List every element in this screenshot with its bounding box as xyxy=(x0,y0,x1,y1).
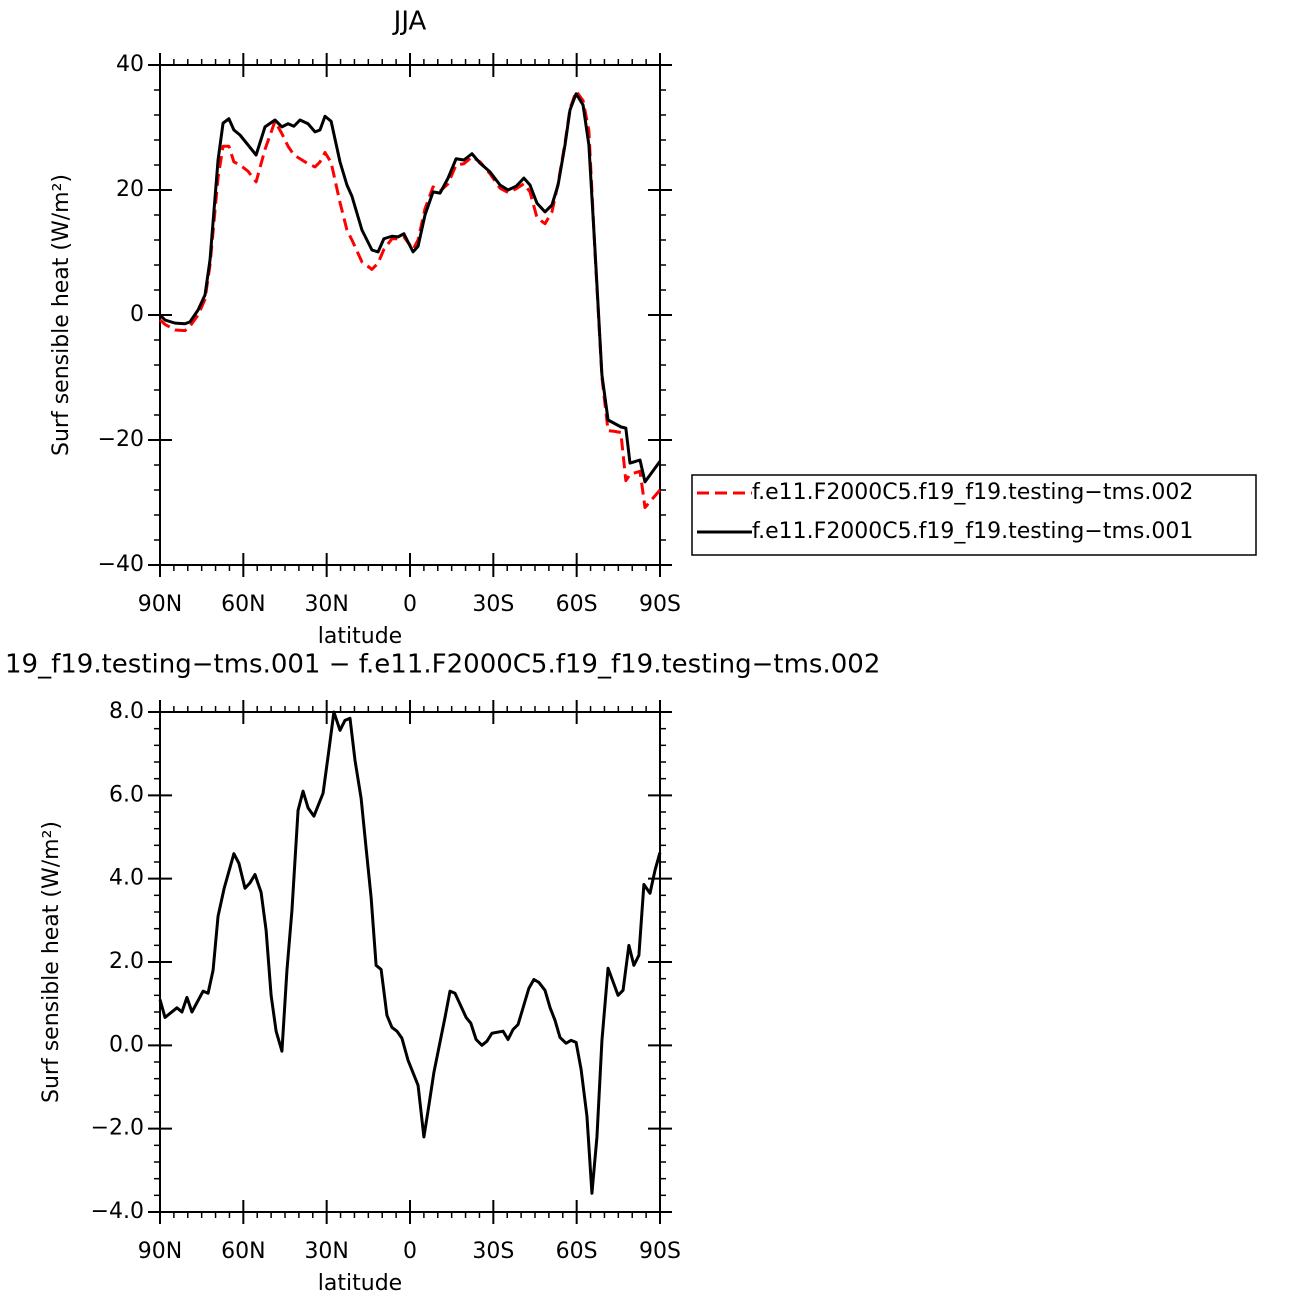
x-axis-label: latitude xyxy=(318,1271,402,1296)
y-tick-label: 2.0 xyxy=(109,949,144,974)
y-tick-label: 8.0 xyxy=(109,699,144,724)
x-tick-label: 60S xyxy=(556,1239,598,1264)
data-line xyxy=(159,89,662,509)
x-tick-label: 30S xyxy=(472,1239,514,1264)
legend-box xyxy=(691,474,1257,556)
y-tick-label: 40 xyxy=(116,52,144,77)
x-tick-label: 60N xyxy=(221,1239,265,1264)
x-tick-label: 90S xyxy=(639,1239,681,1264)
y-tick-label: 0.0 xyxy=(109,1032,144,1057)
y-tick-label: −4.0 xyxy=(91,1199,144,1224)
x-tick-label: 0 xyxy=(403,1239,417,1264)
y-tick-label: 6.0 xyxy=(109,782,144,807)
legend-label: f.e11.F2000C5.f19_f19.testing−tms.001 xyxy=(752,519,1193,544)
x-tick-label: 90N xyxy=(138,1239,182,1264)
x-tick-label: 0 xyxy=(403,592,417,617)
y-tick-label: −2.0 xyxy=(91,1116,144,1141)
x-tick-label: 30N xyxy=(304,592,348,617)
plot-frame xyxy=(159,64,661,566)
chart-title: 19_f19.testing−tms.001 − f.e11.F2000C5.f… xyxy=(5,650,880,680)
x-axis-label: latitude xyxy=(318,624,402,649)
x-tick-label: 30S xyxy=(472,592,514,617)
x-tick-label: 60S xyxy=(556,592,598,617)
y-tick-label: 20 xyxy=(116,177,144,202)
y-tick-label: −40 xyxy=(98,552,144,577)
data-line xyxy=(158,92,662,484)
y-tick-label: 0 xyxy=(130,302,144,327)
x-tick-label: 90S xyxy=(639,592,681,617)
x-tick-label: 30N xyxy=(304,1239,348,1264)
plot-frame xyxy=(159,711,661,1213)
data-line xyxy=(158,710,662,1195)
y-tick-label: −20 xyxy=(98,427,144,452)
y-axis-label: Surf sensible heat (W/m²) xyxy=(39,821,64,1103)
x-tick-label: 60N xyxy=(221,592,265,617)
y-tick-label: 4.0 xyxy=(109,866,144,891)
y-axis-label: Surf sensible heat (W/m²) xyxy=(49,174,74,456)
x-tick-label: 90N xyxy=(138,592,182,617)
legend-label: f.e11.F2000C5.f19_f19.testing−tms.002 xyxy=(752,480,1193,505)
chart-title: JJA xyxy=(392,7,427,37)
